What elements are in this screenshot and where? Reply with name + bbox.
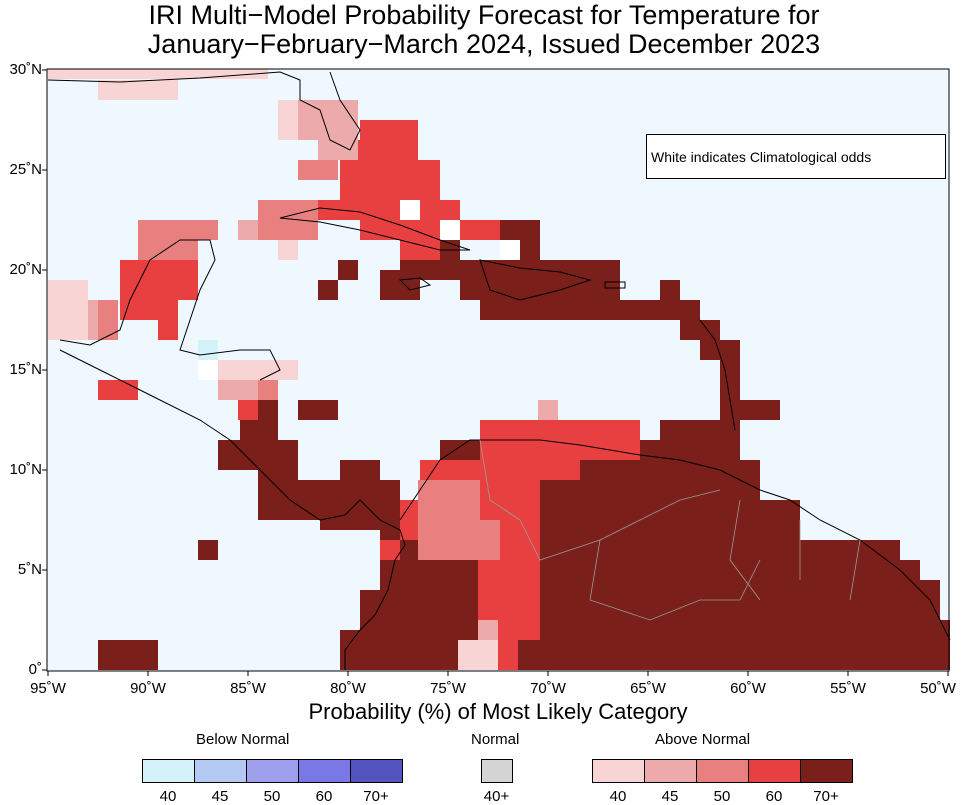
- above-normal-tick-3: 60: [765, 788, 783, 805]
- lat-tick-5n: 5˚N: [17, 561, 42, 578]
- lon-tick-55w: 55˚W: [830, 680, 866, 697]
- above-normal-swatch-2: [696, 759, 749, 783]
- above-50-cell: [98, 300, 118, 340]
- climatology-cell: [400, 200, 420, 220]
- above-50-cell: [298, 160, 338, 180]
- lat-tick-15n: 15˚N: [9, 361, 42, 378]
- lat-tick-25n: 25˚N: [9, 161, 42, 178]
- above-70-cell: [118, 640, 138, 670]
- climatology-note: White indicates Climatological odds: [646, 134, 946, 179]
- lon-tick-65w: 65˚W: [630, 680, 666, 697]
- above-60-cell: [98, 380, 138, 400]
- above-40-cell: [278, 240, 298, 260]
- above-45-cell: [218, 380, 258, 400]
- below-normal-tick-1: 45: [211, 788, 229, 805]
- hispaniola-outline: [479, 259, 592, 301]
- above-40-cell: [218, 360, 298, 380]
- above-60-region-yucatan: [120, 240, 198, 340]
- below-normal-swatch-0: [142, 759, 195, 783]
- above-normal-label: Above Normal: [655, 731, 751, 748]
- above-40-cell: [48, 69, 268, 79]
- legend-title: Probability (%) of Most Likely Category: [308, 699, 688, 724]
- cuba-outline: [279, 207, 471, 251]
- lon-tick-85w: 85˚W: [230, 680, 266, 697]
- above-60-cell: [238, 400, 258, 420]
- below-normal-tick-3: 60: [315, 788, 333, 805]
- above-50-region: [418, 480, 500, 560]
- lon-tick-70w: 70˚W: [530, 680, 566, 697]
- yucatan-coast: [59, 239, 281, 381]
- below-normal-tick-0: 40: [159, 788, 177, 805]
- above-normal-swatch-1: [644, 759, 697, 783]
- below-40-cell: [198, 340, 218, 360]
- lon-tick-95w: 95˚W: [30, 680, 66, 697]
- jamaica-outline: [398, 277, 432, 291]
- climatology-cell: [198, 360, 218, 380]
- above-70-cell: [298, 400, 338, 420]
- lon-tick-80w: 80˚W: [330, 680, 366, 697]
- lat-tick-10n: 10˚N: [9, 461, 42, 478]
- lon-tick-75w: 75˚W: [430, 680, 466, 697]
- axis-ticks: [42, 69, 949, 676]
- above-40-cell: [278, 100, 298, 140]
- above-70-cell: [338, 260, 358, 280]
- above-40-cell: [48, 280, 88, 340]
- normal-swatch-0: [481, 759, 513, 783]
- puerto-rico-outline: [604, 281, 626, 289]
- above-70-region-antilles: [380, 220, 780, 420]
- lon-tick-90w: 90˚W: [130, 680, 166, 697]
- above-45-cell: [318, 140, 358, 160]
- lon-tick-60w: 60˚W: [730, 680, 766, 697]
- above-40-cell: [458, 640, 498, 670]
- above-normal-swatch-4: [800, 759, 853, 783]
- border-line: [479, 439, 721, 561]
- border-line: [729, 499, 761, 601]
- climatology-cell: [500, 240, 520, 260]
- lesser-antilles: [699, 319, 736, 431]
- below-normal-swatch-1: [194, 759, 247, 783]
- country-borders: [479, 439, 861, 621]
- above-normal-tick-4: 70+: [813, 788, 839, 805]
- above-normal-swatch-3: [748, 759, 801, 783]
- map-title-line-2: January−February−March 2024, Issued Dece…: [147, 29, 821, 59]
- lat-tick-30n: 30˚N: [9, 61, 42, 78]
- above-45-cell: [478, 620, 498, 640]
- lat-tick-0: 0˚: [28, 661, 42, 678]
- above-45-cell: [238, 220, 258, 240]
- above-50-region: [138, 220, 218, 260]
- below-normal-swatch-4: [350, 759, 403, 783]
- above-normal-tick-1: 45: [661, 788, 679, 805]
- above-70-cell: [198, 540, 218, 560]
- above-normal-tick-2: 50: [713, 788, 731, 805]
- normal-tick-0: 40+: [483, 788, 510, 805]
- above-45-cell: [538, 400, 558, 420]
- above-normal-swatch-0: [592, 759, 645, 783]
- above-50-region: [258, 200, 318, 240]
- above-70-cell: [318, 280, 338, 300]
- caribbean-coast-south-america: [399, 439, 951, 641]
- below-normal-label: Below Normal: [196, 731, 290, 748]
- above-60-cell: [380, 540, 400, 560]
- lat-tick-20n: 20˚N: [9, 261, 42, 278]
- above-normal-tick-0: 40: [609, 788, 627, 805]
- climatology-cell: [440, 220, 460, 240]
- border-line: [849, 539, 861, 601]
- map-title-line-1: IRI Multi−Model Probability Forecast for…: [148, 0, 820, 30]
- normal-label: Normal: [471, 731, 520, 748]
- below-normal-swatch-2: [246, 759, 299, 783]
- below-normal-swatch-3: [298, 759, 351, 783]
- below-normal-tick-2: 50: [263, 788, 281, 805]
- below-normal-tick-4: 70+: [363, 788, 389, 805]
- coastlines: [47, 71, 951, 670]
- gulf-coast: [47, 71, 361, 151]
- above-40-cell: [98, 80, 178, 100]
- lon-tick-50w: 50˚W: [920, 680, 956, 697]
- border-line: [589, 539, 761, 621]
- central-america-coast: [59, 349, 406, 670]
